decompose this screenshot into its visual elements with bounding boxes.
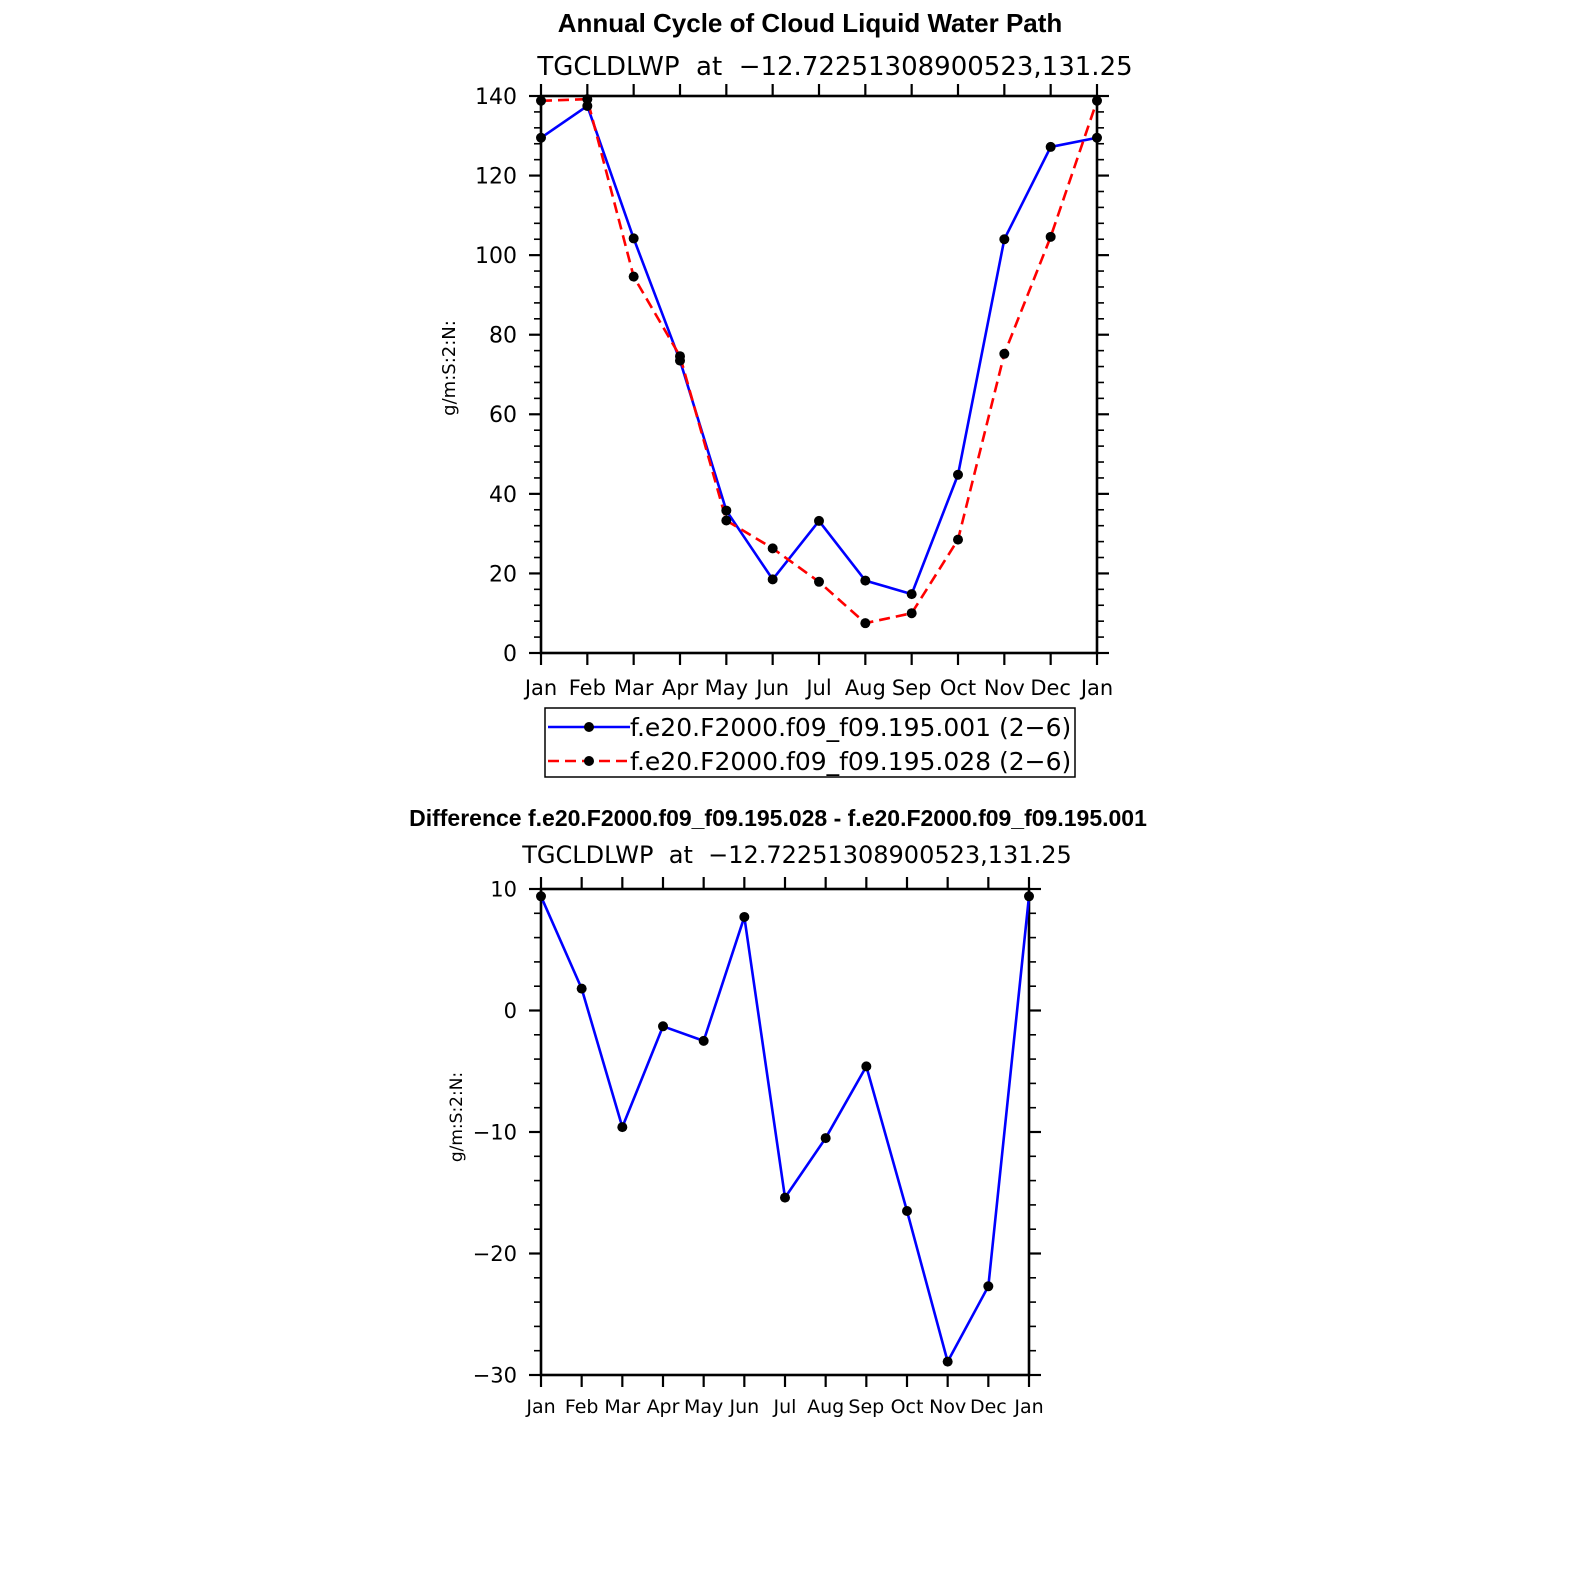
chart1-xtick-label: Jun — [754, 676, 789, 700]
chart1-series-2-point — [906, 608, 917, 619]
chart1-ytick-label: 40 — [489, 483, 517, 508]
chart2-series-1-point — [739, 911, 750, 922]
chart2-series-1-point — [617, 1122, 628, 1133]
legend: f.e20.F2000.f09_f09.195.001 (2−6) f.e20.… — [544, 707, 1076, 778]
chart2-series-1-point — [861, 1061, 872, 1072]
chart2-series-1-point — [902, 1205, 912, 1216]
chart2-frame — [539, 887, 1031, 1377]
chart1-xtick-label: Aug — [845, 676, 886, 700]
chart1-ytick-label: 60 — [489, 403, 517, 428]
chart2-xtick-label: May — [684, 1396, 723, 1418]
chart1-frame — [539, 94, 1099, 655]
chart2-plot: Jan Feb Mar Apr May Jun Jul Aug Sep Oct Nov Dec Jan−… — [473, 877, 1044, 1418]
chart2-xtick-label: Apr — [647, 1396, 680, 1418]
chart1-xtick-label: Nov — [984, 676, 1025, 700]
chart1-xtick-label: Feb — [569, 676, 606, 700]
chart1-title: Annual Cycle of Cloud Liquid Water Path — [558, 8, 1063, 38]
chart1-series-2-point — [953, 534, 963, 545]
chart1-xtick-label: May — [705, 676, 748, 700]
chart1-xtick-label: Apr — [662, 676, 699, 700]
chart1-series-1-point — [953, 469, 963, 480]
chart1-series-2-point — [1092, 95, 1102, 106]
chart2-xtick-label: Feb — [565, 1396, 599, 1418]
chart2-ytick-label: 10 — [490, 878, 517, 902]
chart1-series-2-point — [721, 515, 732, 526]
chart2-series-1-point — [658, 1021, 668, 1032]
chart1-xtick-label: Jul — [804, 676, 831, 700]
chart1-ylabel: g/m:S:2:N: — [439, 320, 460, 416]
chart1-series-2-point — [999, 348, 1010, 359]
chart1-series-2-point — [582, 94, 593, 105]
chart1-series-1-point — [860, 575, 871, 586]
chart1-series-1-point — [721, 505, 732, 516]
chart1-xtick-label: Sep — [892, 676, 932, 700]
chart2-title: Difference f.e20.F2000.f09_f09.195.028 -… — [409, 805, 1147, 831]
chart1-series-2-line — [540, 97, 1099, 625]
chart2-series-1-line — [539, 895, 1031, 1363]
chart1-series-2-point — [767, 543, 778, 554]
chart2-series-1-point — [576, 983, 587, 994]
chart1-series-2-point — [675, 351, 685, 362]
chart1-xtick-label: Jan — [523, 676, 557, 700]
chart1-ytick-label: 80 — [489, 324, 517, 349]
chart2-ytick-label: −20 — [473, 1242, 517, 1266]
chart2-xtick-label: Dec — [970, 1396, 1007, 1418]
chart1-xtick-label: Oct — [940, 676, 976, 700]
chart1-series-2-point — [1045, 231, 1056, 242]
chart1-ytick-label: 100 — [475, 244, 517, 269]
chart2-ytick-label: −30 — [473, 1364, 517, 1388]
chart2-xtick-label: Aug — [807, 1396, 844, 1418]
chart2-xtick-label: Jan — [1013, 1396, 1043, 1418]
chart1-series-2-point — [814, 576, 824, 587]
chart1-series-1-point — [628, 233, 639, 244]
chart1-xtick-label: Dec — [1030, 676, 1071, 700]
chart2-xtick-label: Mar — [604, 1396, 640, 1418]
chart1-series-2-point — [536, 95, 546, 106]
chart2-series-1-point — [780, 1192, 790, 1203]
chart1-series-1-point — [1092, 132, 1102, 143]
legend-label-1: f.e20.F2000.f09_f09.195.001 (2−6) — [630, 713, 1071, 742]
chart2-ylabel: g/m:S:2:N: — [447, 1072, 467, 1162]
legend-box — [544, 707, 1076, 778]
legend-marker-1 — [584, 722, 594, 732]
chart1-series-2-point — [628, 271, 639, 282]
chart2-xtick-label: Oct — [891, 1396, 924, 1418]
chart1-xtick-label: Mar — [614, 676, 654, 700]
chart1-series-1-point — [536, 132, 546, 143]
chart1-ytick-label: 140 — [475, 85, 517, 110]
chart2-series-1-point — [942, 1356, 953, 1367]
chart1-plot: Jan Feb Mar Apr May Jun Jul Aug Sep Oct Nov Dec Jan0… — [475, 84, 1113, 700]
chart2-xtick-label: Jun — [728, 1396, 759, 1418]
chart2-series-1-point — [820, 1133, 831, 1144]
chart2-series-1-point — [698, 1035, 709, 1046]
chart1-series-1-point — [906, 589, 917, 600]
chart2-ytick-label: 0 — [504, 999, 517, 1023]
legend-marker-2 — [584, 756, 594, 766]
chart1-series-1-point — [999, 234, 1010, 245]
chart2-xtick-label: Jul — [773, 1396, 797, 1418]
chart1-ytick-label: 120 — [475, 164, 517, 189]
chart2-series-1-point — [536, 891, 546, 902]
chart1-ytick-label: 0 — [503, 642, 517, 667]
chart2-xtick-label: Jan — [525, 1396, 555, 1418]
chart1-series-1-point — [814, 515, 824, 526]
chart1-series-1-point — [1045, 141, 1056, 152]
chart2-ytick-label: −10 — [473, 1121, 517, 1145]
chart1-series-2-point — [860, 618, 871, 629]
chart1-ytick-label: 20 — [489, 562, 517, 587]
chart2-subtitle: TGCLDLWP at −12.72251308900523,131.25 — [521, 841, 1072, 869]
chart2-series-1-point — [1024, 891, 1034, 902]
chart1-xtick-label: Jan — [1079, 676, 1113, 700]
chart2-xtick-label: Nov — [929, 1396, 966, 1418]
chart2-series-1-point — [983, 1281, 994, 1292]
chart2-xtick-label: Sep — [848, 1396, 884, 1418]
chart1-series-1-point — [767, 574, 778, 585]
legend-label-2: f.e20.F2000.f09_f09.195.028 (2−6) — [630, 747, 1071, 776]
chart1-subtitle: TGCLDLWP at −12.72251308900523,131.25 — [536, 52, 1132, 82]
